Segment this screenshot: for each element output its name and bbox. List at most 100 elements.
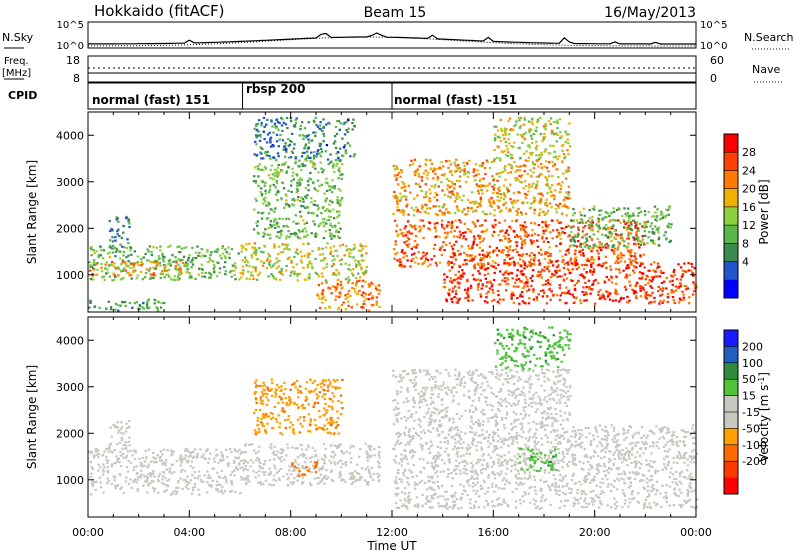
heatmap-cell — [583, 276, 586, 279]
heatmap-cell — [500, 171, 503, 174]
heatmap-cell — [532, 269, 535, 272]
heatmap-cell — [486, 462, 489, 465]
heatmap-cell — [434, 235, 437, 239]
heatmap-cell — [527, 302, 531, 305]
heatmap-cell — [328, 229, 331, 232]
heatmap-cell — [294, 157, 297, 160]
heatmap-cell — [469, 286, 473, 289]
heatmap-cell — [98, 306, 101, 309]
heatmap-cell — [127, 254, 130, 257]
heatmap-cell — [197, 273, 200, 276]
heatmap-cell — [396, 173, 399, 177]
heatmap-cell — [616, 292, 619, 296]
heatmap-cell — [455, 301, 458, 304]
heatmap-cell — [378, 474, 381, 477]
heatmap-cell — [429, 159, 432, 162]
heatmap-cell — [486, 184, 490, 187]
heatmap-cell — [597, 220, 600, 223]
heatmap-cell — [482, 263, 485, 266]
heatmap-cell — [473, 267, 477, 270]
heatmap-cell — [277, 477, 281, 480]
heatmap-cell — [301, 197, 305, 200]
heatmap-cell — [546, 266, 549, 269]
heatmap-cell — [532, 171, 535, 174]
heatmap-cell — [114, 266, 118, 269]
heatmap-cell — [465, 291, 469, 295]
heatmap-cell — [448, 191, 451, 194]
heatmap-cell — [264, 430, 267, 433]
heatmap-cell — [533, 253, 536, 256]
heatmap-cell — [186, 483, 189, 487]
heatmap-cell — [337, 399, 340, 403]
heatmap-cell — [267, 275, 270, 278]
heatmap-cell — [678, 297, 682, 300]
heatmap-cell — [378, 462, 381, 465]
heatmap-cell — [157, 255, 160, 258]
heatmap-cell — [477, 441, 480, 444]
heatmap-cell — [543, 257, 547, 260]
heatmap-cell — [107, 479, 111, 483]
heatmap-cell — [535, 184, 538, 187]
heatmap-cell — [647, 282, 650, 285]
heatmap-cell — [599, 246, 602, 249]
heatmap-cell — [588, 432, 591, 435]
heatmap-cell — [99, 481, 102, 484]
heatmap-cell — [558, 233, 562, 237]
heatmap-cell — [397, 183, 400, 186]
heatmap-cell — [371, 295, 375, 298]
heatmap-cell — [348, 263, 351, 266]
heatmap-cell — [260, 168, 263, 171]
heatmap-cell — [459, 430, 463, 434]
heatmap-cell — [518, 191, 522, 194]
heatmap-cell — [102, 468, 105, 472]
heatmap-cell — [433, 243, 437, 246]
heatmap-cell — [592, 247, 595, 250]
heatmap-cell — [418, 185, 422, 188]
heatmap-cell — [318, 415, 322, 418]
heatmap-cell — [303, 466, 306, 470]
heatmap-cell — [101, 454, 104, 457]
heatmap-cell — [283, 163, 286, 166]
heatmap-cell — [428, 228, 431, 231]
heatmap-cell — [112, 278, 116, 281]
heatmap-cell — [127, 482, 131, 485]
heatmap-cell — [281, 129, 284, 133]
heatmap-cell — [316, 476, 319, 479]
heatmap-cell — [260, 217, 264, 220]
heatmap-cell — [545, 177, 548, 180]
heatmap-cell — [399, 262, 402, 265]
heatmap-cell — [344, 480, 347, 483]
heatmap-cell — [584, 245, 587, 248]
heatmap-cell — [477, 189, 480, 192]
heatmap-cell — [260, 187, 263, 190]
heatmap-cell — [503, 235, 506, 238]
heatmap-cell — [466, 175, 469, 178]
heatmap-cell — [287, 396, 291, 399]
heatmap-cell — [328, 188, 332, 191]
heatmap-cell — [334, 453, 337, 456]
heatmap-cell — [200, 263, 204, 266]
heatmap-cell — [343, 254, 346, 257]
heatmap-cell — [575, 282, 579, 285]
heatmap-cell — [99, 466, 102, 469]
heatmap-cell — [323, 407, 326, 410]
heatmap-cell — [262, 251, 265, 254]
heatmap-cell — [499, 140, 503, 143]
heatmap-cell — [274, 207, 277, 210]
y-tick-label: 2000 — [56, 222, 84, 235]
heatmap-cell — [272, 178, 275, 181]
heatmap-cell — [499, 196, 503, 199]
heatmap-cell — [282, 409, 285, 412]
heatmap-cell — [528, 186, 531, 189]
heatmap-cell — [449, 255, 452, 258]
heatmap-cell — [424, 158, 428, 161]
heatmap-cell — [366, 466, 369, 469]
heatmap-cell — [154, 266, 158, 269]
heatmap-cell — [494, 267, 497, 270]
heatmap-cell — [614, 292, 617, 295]
heatmap-cell — [459, 233, 463, 236]
heatmap-cell — [184, 486, 188, 489]
heatmap-cell — [622, 269, 625, 272]
heatmap-cell — [537, 251, 541, 254]
heatmap-cell — [421, 262, 424, 265]
